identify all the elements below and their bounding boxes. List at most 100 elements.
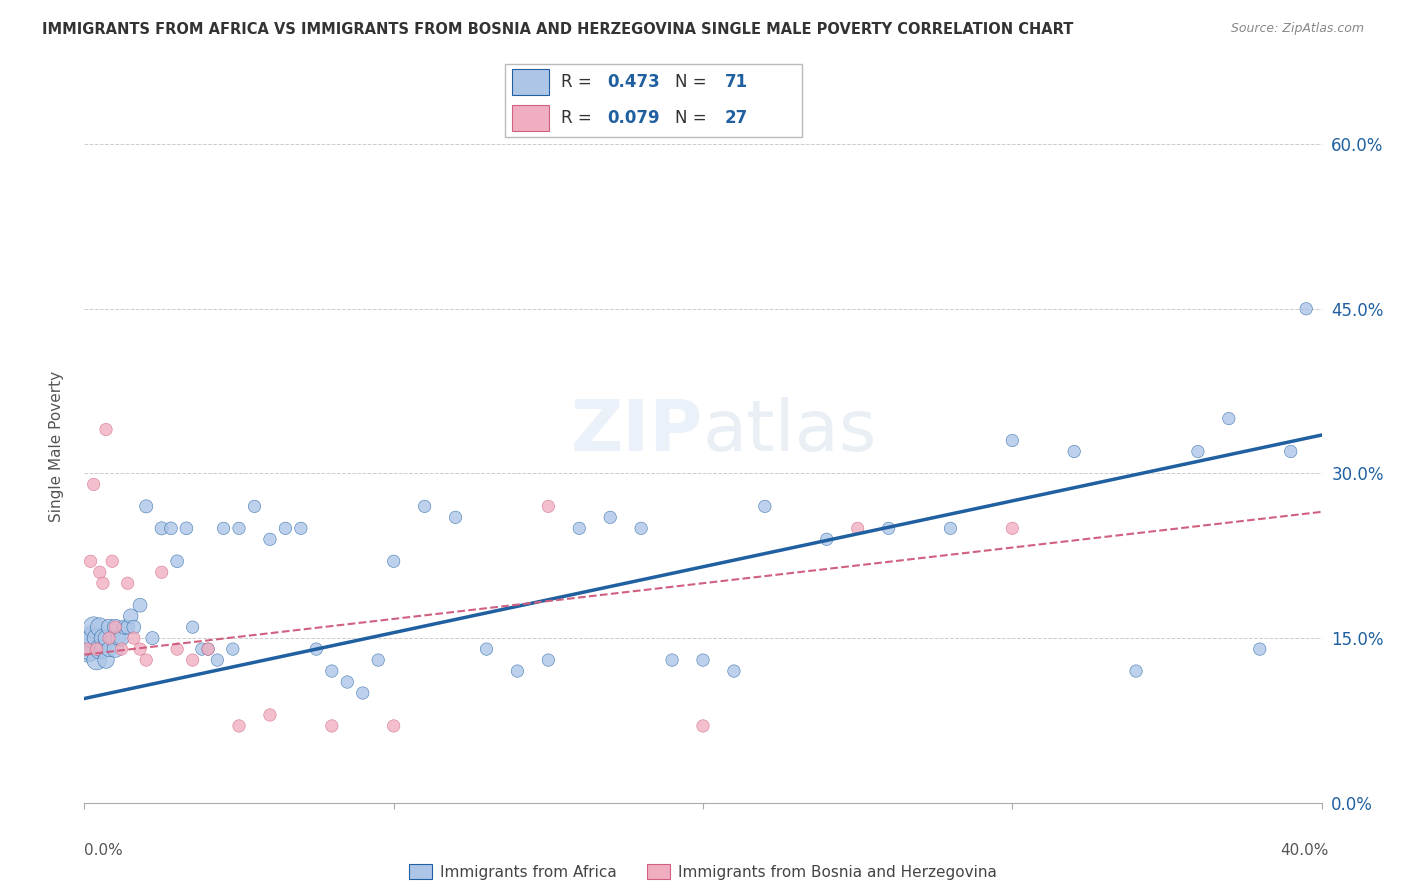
Point xyxy=(212,521,235,535)
Point xyxy=(413,500,436,514)
Point xyxy=(89,642,111,657)
Point xyxy=(86,631,108,645)
Text: Source: ZipAtlas.com: Source: ZipAtlas.com xyxy=(1230,22,1364,36)
FancyBboxPatch shape xyxy=(512,70,548,95)
Legend: Immigrants from Africa, Immigrants from Bosnia and Herzegovina: Immigrants from Africa, Immigrants from … xyxy=(405,859,1001,884)
Point xyxy=(122,631,145,645)
Point xyxy=(86,642,108,657)
Point xyxy=(207,653,229,667)
Point xyxy=(117,576,139,591)
Point xyxy=(321,719,343,733)
Text: 0.0%: 0.0% xyxy=(84,843,124,858)
Point xyxy=(86,653,108,667)
Point xyxy=(537,653,560,667)
Point xyxy=(83,477,105,491)
Point xyxy=(305,642,328,657)
Point xyxy=(120,609,142,624)
Text: 40.0%: 40.0% xyxy=(1281,843,1329,858)
Point xyxy=(846,521,869,535)
Point xyxy=(661,653,683,667)
Point xyxy=(815,533,838,547)
Point xyxy=(1249,642,1271,657)
Point xyxy=(1063,444,1085,458)
Text: 27: 27 xyxy=(725,109,748,127)
Point xyxy=(259,533,281,547)
Point xyxy=(1279,444,1302,458)
Point xyxy=(321,664,343,678)
Point xyxy=(79,642,101,657)
Point xyxy=(1001,434,1024,448)
Point xyxy=(506,664,529,678)
Point xyxy=(1001,521,1024,535)
Point xyxy=(176,521,198,535)
Point xyxy=(290,521,312,535)
Y-axis label: Single Male Poverty: Single Male Poverty xyxy=(49,370,63,522)
Point xyxy=(352,686,374,700)
Point xyxy=(723,664,745,678)
Point xyxy=(181,653,204,667)
Point xyxy=(101,554,124,568)
Point xyxy=(104,620,127,634)
Text: R =: R = xyxy=(561,109,598,127)
Point xyxy=(382,719,405,733)
Point xyxy=(129,642,152,657)
Point xyxy=(110,631,132,645)
Point xyxy=(367,653,389,667)
Point xyxy=(101,631,124,645)
Point xyxy=(243,500,266,514)
Point xyxy=(91,631,114,645)
Point xyxy=(939,521,962,535)
Point xyxy=(89,620,111,634)
Point xyxy=(129,598,152,612)
Point xyxy=(1295,301,1317,316)
Point xyxy=(98,642,121,657)
Point xyxy=(117,620,139,634)
Point xyxy=(692,653,714,667)
Text: R =: R = xyxy=(561,73,598,91)
Text: N =: N = xyxy=(675,73,713,91)
Text: 71: 71 xyxy=(725,73,748,91)
Point xyxy=(259,708,281,723)
Point xyxy=(1187,444,1209,458)
Point xyxy=(135,653,157,667)
Point xyxy=(274,521,297,535)
Text: IMMIGRANTS FROM AFRICA VS IMMIGRANTS FROM BOSNIA AND HERZEGOVINA SINGLE MALE POV: IMMIGRANTS FROM AFRICA VS IMMIGRANTS FRO… xyxy=(42,22,1074,37)
Point xyxy=(79,554,101,568)
Point xyxy=(114,620,136,634)
Point xyxy=(110,642,132,657)
Point xyxy=(599,510,621,524)
Point xyxy=(181,620,204,634)
Point xyxy=(475,642,498,657)
Point xyxy=(150,566,173,580)
Point xyxy=(83,631,105,645)
Point xyxy=(222,642,245,657)
Point xyxy=(94,423,117,437)
Point xyxy=(537,500,560,514)
Point xyxy=(76,642,98,657)
Point xyxy=(91,642,114,657)
Point xyxy=(1218,411,1240,425)
Point xyxy=(444,510,467,524)
Point xyxy=(228,521,250,535)
FancyBboxPatch shape xyxy=(512,105,548,130)
Point xyxy=(122,620,145,634)
Point xyxy=(692,719,714,733)
Point xyxy=(197,642,219,657)
Point xyxy=(877,521,900,535)
Point xyxy=(83,620,105,634)
Point xyxy=(94,631,117,645)
Point xyxy=(98,620,121,634)
Text: atlas: atlas xyxy=(703,397,877,467)
Point xyxy=(89,566,111,580)
Point xyxy=(79,631,101,645)
Point xyxy=(1125,664,1147,678)
Point xyxy=(76,642,98,657)
Point xyxy=(382,554,405,568)
Point xyxy=(141,631,163,645)
Point xyxy=(228,719,250,733)
Point xyxy=(135,500,157,514)
Point xyxy=(107,631,129,645)
Point xyxy=(91,576,114,591)
Point xyxy=(754,500,776,514)
Point xyxy=(166,642,188,657)
